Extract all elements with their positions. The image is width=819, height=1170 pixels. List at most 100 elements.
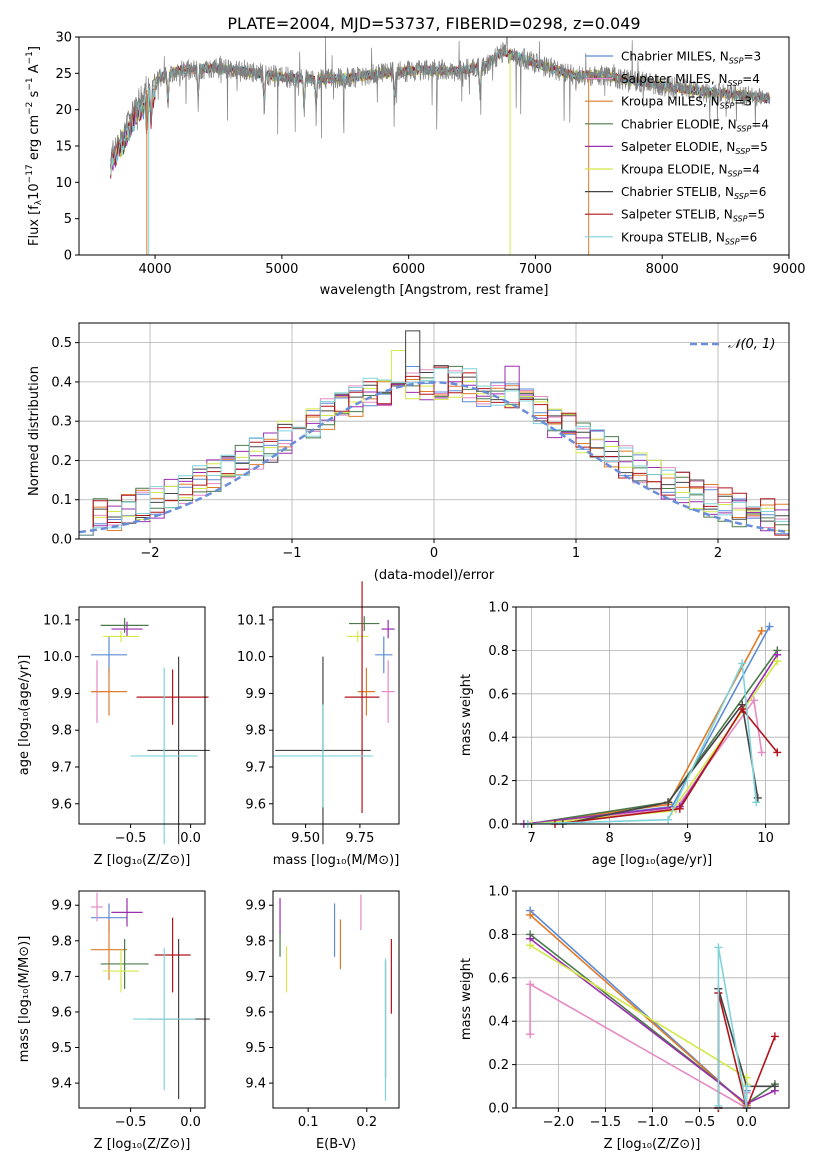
legend-label: Salpeter MILES, NSSP=4 (621, 72, 760, 88)
y-tick-label: 9.8 (245, 724, 266, 739)
series-marker (526, 1030, 535, 1039)
x-tick-label: 8000 (646, 262, 679, 277)
y-tick-label: 0.2 (51, 454, 72, 469)
y-tick-label: 9.4 (245, 1077, 266, 1092)
series-marker (664, 798, 673, 807)
age-vs-Z-frame (78, 606, 206, 825)
x-tick-label: 0.0 (180, 1115, 201, 1130)
y-tick-label: 10.0 (43, 650, 72, 665)
x-tick-label: 7000 (519, 262, 552, 277)
y-tick-label: 9.7 (51, 760, 72, 775)
series-line (531, 698, 763, 825)
y-tick-label: 5 (64, 212, 72, 227)
x-tick-label: 2 (714, 546, 722, 561)
massweight-vs-age-ticks: 7 8 9 10 0.0 0.2 0.4 0.6 0.8 1.0 (488, 601, 774, 847)
y-tick-label: 1.0 (488, 885, 509, 900)
series-marker (757, 626, 766, 635)
series-line (717, 947, 748, 1109)
x-tick-label: −0.5 (115, 1115, 147, 1130)
y-tick-label: 9.4 (51, 1077, 72, 1092)
y-tick-label: 9.7 (245, 760, 266, 775)
mass-vs-Z-xlabel: Z [log₁₀(Z/Z⊙)] (94, 1137, 191, 1152)
y-tick-label: 0.0 (488, 1102, 509, 1117)
series-line (529, 982, 748, 1110)
spectrum-ticks: 4000 5000 6000 7000 8000 9000 0 5 10 15 20 25 30 (55, 31, 805, 278)
age-vs-Z-ticks: −0.5 0.0 9.6 9.7 9.8 9.9 10.0 10.1 (43, 613, 201, 846)
x-tick-label: −0.5 (684, 1115, 716, 1130)
y-tick-label: 9.9 (51, 687, 72, 702)
legend-label: Chabrier ELODIE, NSSP=4 (621, 117, 769, 133)
residuals-ticks: −2 −1 0 1 2 0.0 0.1 0.2 0.3 0.4 0.5 (51, 336, 722, 561)
mass-vs-EBV-frame (272, 890, 400, 1109)
x-tick-label: 10 (757, 831, 774, 846)
y-tick-label: 10.0 (237, 650, 266, 665)
y-tick-label: 1.0 (488, 601, 509, 616)
massweight-vs-age-xlabel: age [log₁₀(age/yr)] (592, 853, 713, 868)
y-tick-label: 0 (64, 249, 72, 264)
y-tick-label: 25 (55, 67, 72, 82)
y-tick-label: 9.7 (245, 970, 266, 985)
series-marker (757, 748, 766, 757)
y-tick-label: 0.4 (51, 375, 72, 390)
massweight-vs-age-panel: 7 8 9 10 0.0 0.2 0.4 0.6 0.8 1.0 age [log₁₀(age/y… (459, 601, 790, 868)
y-tick-label: 0.0 (488, 818, 509, 833)
series-line (529, 914, 748, 1108)
legend-label: Kroupa MILES, NSSP=3 (621, 95, 752, 111)
y-tick-label: 0.6 (488, 687, 509, 702)
residuals-xlabel: (data-model)/error (374, 568, 495, 583)
legend-label: Kroupa STELIB, NSSP=6 (621, 230, 757, 246)
mass-vs-EBV-ticks: 0.1 0.2 9.4 9.5 9.6 9.7 9.8 9.9 (245, 899, 377, 1130)
massweight-vs-age-ylabel: mass weight (459, 674, 474, 756)
series-marker (770, 1032, 779, 1041)
y-tick-label: 0.2 (488, 1058, 509, 1073)
y-tick-label: 0.2 (488, 774, 509, 789)
x-tick-label: −1 (282, 546, 301, 561)
series-marker (773, 748, 782, 757)
mass-vs-EBV-plot-area (279, 894, 392, 1101)
figure-title: PLATE=2004, MJD=53737, FIBERID=0298, z=0… (227, 14, 640, 33)
spectrum-plot-area (110, 37, 771, 255)
mass-vs-Z-panel: −0.5 0.0 9.4 9.5 9.6 9.7 9.8 9.9 Z [log₁₀(Z/Z⊙)… (17, 890, 210, 1152)
legend-label: Kroupa ELODIE, NSSP=4 (621, 163, 760, 179)
mass-vs-Z-frame (78, 890, 206, 1109)
series-marker (765, 622, 774, 631)
x-tick-label: 1 (572, 546, 580, 561)
x-tick-label: 0.0 (736, 1115, 757, 1130)
y-tick-label: 9.5 (245, 1041, 266, 1056)
x-tick-label: 0.2 (356, 1115, 377, 1130)
legend-label: Chabrier STELIB, NSSP=6 (621, 185, 766, 201)
series-line (562, 702, 759, 825)
series-line (527, 660, 757, 825)
legend-label: Salpeter ELODIE, NSSP=5 (621, 140, 768, 156)
legend-label: Salpeter STELIB, NSSP=5 (621, 208, 765, 224)
age-vs-mass-frame (272, 606, 400, 825)
series-marker (526, 910, 535, 919)
y-tick-label: 0.0 (51, 533, 72, 548)
massweight-vs-Z-ylabel: mass weight (459, 958, 474, 1040)
y-tick-label: 0.5 (51, 336, 72, 351)
x-tick-label: −0.5 (115, 831, 147, 846)
y-tick-label: 0.8 (488, 928, 509, 943)
age-vs-mass-xlabel: mass [log₁₀(M/M⊙)] (273, 853, 400, 868)
y-tick-label: 9.8 (51, 724, 72, 739)
series-marker (742, 1082, 751, 1091)
series-marker (738, 704, 747, 713)
y-tick-label: 9.9 (51, 899, 72, 914)
x-tick-label: −1.0 (637, 1115, 669, 1130)
y-tick-label: 0.3 (51, 415, 72, 430)
gaussian-legend-label: 𝒩(0, 1) (728, 337, 775, 352)
series-line (531, 660, 778, 825)
y-tick-label: 0.1 (51, 493, 72, 508)
y-tick-label: 10 (55, 176, 72, 191)
x-tick-label: 9.50 (291, 831, 320, 846)
mass-vs-EBV-xlabel: E(B-V) (316, 1137, 356, 1152)
x-tick-label: 0.0 (180, 831, 201, 846)
y-tick-label: 0.4 (488, 731, 509, 746)
mass-vs-Z-ylabel: mass [log₁₀(M/M⊙)] (17, 936, 32, 1063)
series-line (527, 630, 763, 825)
massweight-vs-Z-ticks: −2.0 −1.5 −1.0 −0.5 0.0 0.0 0.2 0.4 0.6 0.8 1.0 (488, 885, 757, 1131)
massweight-vs-age-plot-area (516, 606, 789, 828)
y-tick-label: 9.8 (245, 934, 266, 949)
series-marker (770, 1082, 779, 1091)
